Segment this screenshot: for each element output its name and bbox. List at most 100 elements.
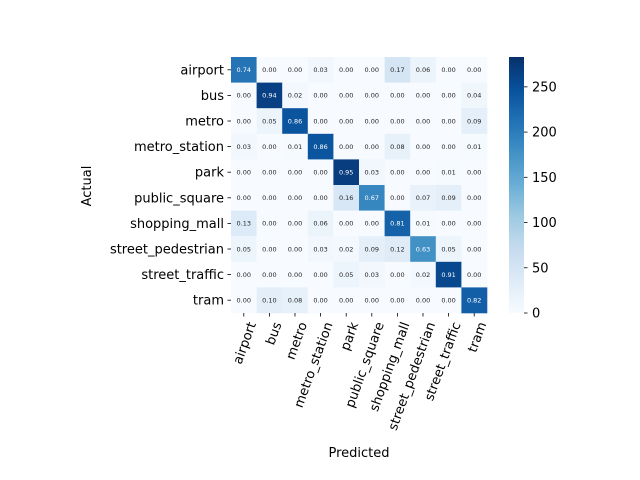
cell-value-label: 0.07 [416,194,430,202]
heatmap-cell [384,133,411,160]
heatmap-cell [384,261,411,288]
heatmap-cell [359,57,385,83]
cell-value-label: 0.00 [365,143,379,151]
cell-value-label: 0.00 [237,271,251,279]
cell-value-label: 0.02 [416,271,430,279]
cell-value-label: 0.00 [441,92,455,100]
cell-value-label: 0.82 [467,297,481,305]
heatmap-cell [461,236,488,263]
heatmap-cell [410,210,437,237]
cell-value-label: 0.08 [390,143,404,151]
heatmap-cell [231,210,257,237]
y-tick-label: bus [201,89,224,104]
heatmap-cell [231,287,257,314]
cell-value-label: 0.10 [262,297,276,305]
cell-value-label: 0.01 [441,169,455,177]
heatmap-cell [256,287,283,314]
heatmap-cell [282,159,309,186]
cell-value-label: 0.05 [262,117,276,125]
heatmap-cell [384,82,411,109]
heatmap-cell [410,236,437,263]
cell-value-label: 0.00 [288,245,302,253]
heatmap-cell [461,261,488,288]
heatmap-cell [256,210,283,237]
cell-value-label: 0.05 [339,271,353,279]
cell-value-label: 0.00 [467,169,481,177]
heatmap-cell [384,108,411,135]
cell-value-label: 0.00 [416,169,430,177]
heatmap-cell [384,185,411,211]
cell-value-label: 0.00 [441,117,455,125]
cell-value-label: 0.06 [416,66,430,74]
heatmap-cell [307,82,334,109]
heatmap-cell [359,185,385,211]
cell-value-label: 0.01 [467,143,481,151]
cell-value-label: 0.00 [467,66,481,74]
heatmap-cell [307,108,334,135]
y-tick-label: metro_station [134,140,224,155]
heatmap-cell [384,210,411,237]
cell-value-label: 0.00 [262,220,276,228]
heatmap-cell [435,159,462,186]
cell-value-label: 0.00 [288,194,302,202]
cell-value-label: 0.01 [288,143,302,151]
heatmap-cell [282,236,309,263]
cell-value-label: 0.00 [365,297,379,305]
cell-value-label: 0.03 [313,245,327,253]
colorbar-tick-label: 50 [532,261,549,276]
cell-value-label: 0.00 [339,297,353,305]
cell-value-label: 0.16 [339,194,353,202]
y-tick-label: park [195,166,225,181]
cell-value-label: 0.00 [288,66,302,74]
cell-value-label: 0.05 [237,245,251,253]
cell-value-label: 0.00 [288,271,302,279]
cell-value-label: 0.00 [339,117,353,125]
cell-value-label: 0.01 [416,220,430,228]
heatmap-cell [435,287,462,314]
cell-value-label: 0.00 [390,194,404,202]
heatmap-cell [461,159,488,186]
cell-value-label: 0.00 [237,297,251,305]
heatmap-cell [231,57,257,83]
cell-value-label: 0.03 [365,271,379,279]
cell-value-label: 0.00 [237,194,251,202]
heatmap-cell [384,236,411,263]
heatmap-cell [384,159,411,186]
heatmap-cell [359,82,385,109]
heatmap-cell [435,57,462,83]
cell-value-label: 0.67 [365,194,379,202]
heatmap-cell [282,108,309,135]
cell-value-label: 0.00 [441,297,455,305]
heatmap-cell [256,261,283,288]
heatmap-cell [307,287,334,314]
cell-value-label: 0.00 [416,117,430,125]
heatmap-cell [435,133,462,160]
heatmap-cell [307,57,334,83]
heatmap-cell [282,133,309,160]
cell-value-label: 0.00 [237,92,251,100]
heatmap-cell [231,185,257,211]
y-tick-label: public_square [134,191,224,206]
heatmap-cell [435,185,462,211]
heatmap-cell [307,133,334,160]
colorbar-gradient [509,57,524,313]
heatmap-cell [282,82,309,109]
cell-value-label: 0.00 [441,220,455,228]
y-tick-label: metro [185,115,224,130]
heatmap-cell [384,287,411,314]
heatmap-cell [282,57,309,83]
cell-value-label: 0.00 [339,143,353,151]
cell-value-label: 0.06 [313,220,327,228]
cell-value-label: 0.95 [339,169,353,177]
cell-value-label: 0.00 [365,66,379,74]
heatmap-cell [282,261,309,288]
cell-value-label: 0.00 [313,117,327,125]
heatmap-cell [359,287,385,314]
heatmap-cell [256,133,283,160]
cell-value-label: 0.08 [288,297,302,305]
x-tick-label: airport [231,320,260,366]
cell-value-label: 0.86 [313,143,327,151]
y-tick-label: shopping_mall [130,217,224,232]
